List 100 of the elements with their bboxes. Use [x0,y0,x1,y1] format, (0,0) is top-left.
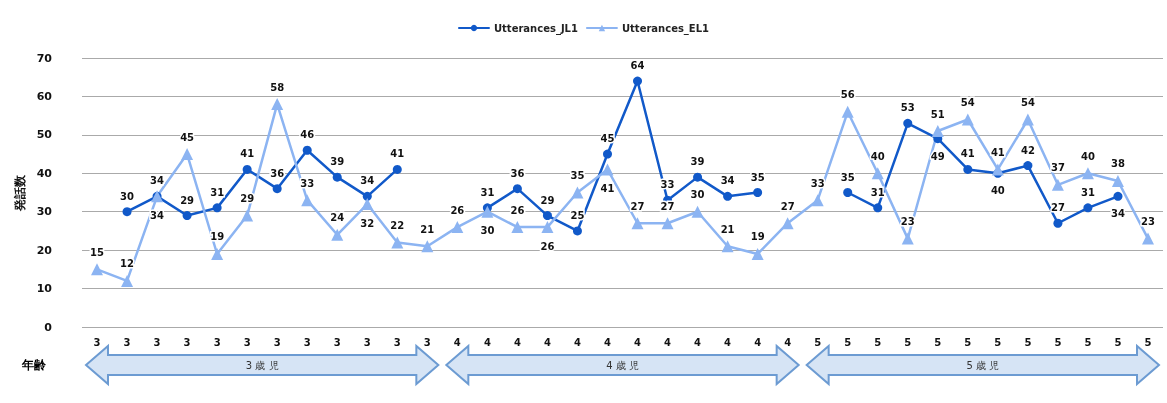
y-axis-title: 発話数 [12,173,27,212]
point [601,163,614,176]
x-tick-label: 5 [964,336,972,348]
data-label: 21 [420,223,435,235]
data-label: 37 [1050,162,1065,174]
x-tick-label: 5 [1144,336,1152,348]
x-tick-label: 3 [213,336,221,348]
data-label: 53 [900,102,915,114]
data-label: 32 [360,217,375,229]
point [661,217,674,230]
point [362,191,372,201]
data-label: 19 [750,231,765,243]
data-label: 54 [1020,96,1035,108]
data-label: 41 [990,146,1005,158]
x-tick-label: 4 [784,336,792,348]
x-tick-label: 4 [664,336,672,348]
legend-label: Utterances_JL1 [493,22,578,35]
data-label: 51 [930,108,945,120]
data-label: 41 [390,148,405,160]
point [751,247,764,260]
point [1081,167,1094,180]
data-label: 35 [570,170,585,181]
data-label: 24 [330,212,345,224]
point [391,236,404,249]
x-tick-label: 3 [423,336,431,348]
x-tick-label: 4 [543,336,551,348]
x-tick-label: 4 [634,336,642,348]
x-tick-label: 4 [483,336,491,348]
x-tick-label: 4 [694,336,702,348]
x-tick-label: 3 [303,336,311,348]
x-tick-label: 4 [754,336,762,348]
point [963,164,973,174]
data-label: 31 [210,186,225,198]
point [572,226,582,236]
y-tick-label: 60 [36,89,53,103]
y-tick-label: 0 [44,320,53,334]
data-label: 42 [1020,144,1035,156]
text: 3 歳 児 [245,360,279,371]
point [182,211,192,221]
point [181,148,194,161]
x-tick-label: 3 [183,336,191,348]
x-tick-label: 4 [573,336,581,348]
legend-label: Utterances_EL1 [621,22,710,35]
point [631,217,644,230]
data-label: 30 [120,190,135,202]
point [511,221,524,234]
text: 年齢 [21,358,47,372]
data-label: 36 [270,167,285,179]
x-tick-label: 3 [363,336,371,348]
data-label: 22 [390,219,405,231]
x-tick-label: 5 [844,336,852,348]
point [212,203,222,213]
data-label: 12 [120,258,135,270]
x-tick-label: 3 [123,336,131,348]
data-label: 39 [330,156,345,168]
data-label: 54 [960,96,975,108]
point [272,184,282,194]
point [633,76,643,86]
x-tick-label: 3 [153,336,161,348]
x-tick-label: 3 [243,336,251,348]
point [541,221,554,234]
point [451,221,464,234]
data-label: 40 [990,185,1005,197]
x-tick-label: 4 [453,336,461,348]
data-label: 29 [240,193,255,205]
x-tick-label: 5 [934,336,942,348]
point [693,172,703,182]
data-label: 31 [480,186,495,198]
data-label: 23 [1141,216,1155,228]
x-tick-label: 4 [604,336,611,348]
data-label: 26 [450,204,465,216]
data-label: 41 [960,148,975,160]
point [421,240,434,253]
point [122,207,132,217]
point [871,167,884,180]
data-label: 34 [720,175,735,187]
y-tick-label: 40 [36,166,53,180]
data-label: 58 [270,81,285,93]
data-label: 45 [180,131,195,143]
data-label: 27 [1050,202,1065,214]
x-tick-label: 5 [994,336,1002,348]
point [603,149,612,159]
point [903,118,913,128]
y-tick-label: 70 [36,51,53,65]
x-tick-label: 4 [513,336,521,348]
data-label: 27 [780,200,795,212]
point [1083,203,1093,213]
data-label: 46 [300,129,315,141]
data-label: 64 [630,60,645,72]
point [1021,113,1034,126]
text: 5 歳 児 [966,360,1000,371]
point [571,186,584,199]
data-label: 19 [210,231,225,243]
y-tick-label: 30 [36,205,53,219]
data-label: 21 [720,223,735,235]
data-label: 23 [900,216,915,228]
point [512,184,522,194]
x-tick-label: 3 [273,336,281,348]
point [873,203,883,213]
point [901,232,914,245]
